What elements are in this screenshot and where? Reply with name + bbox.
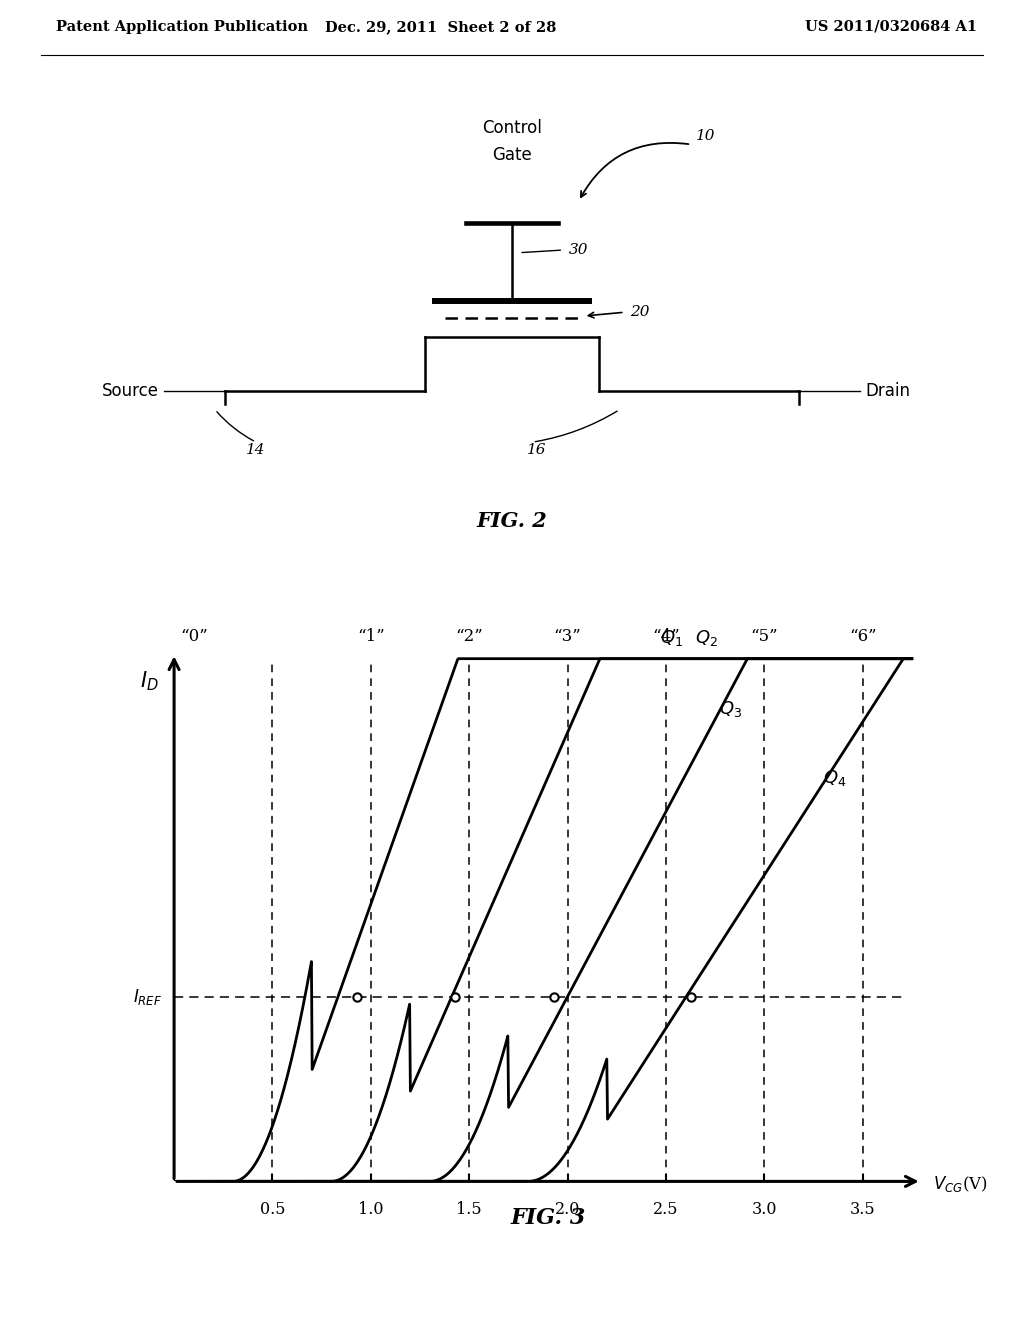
Text: 2.0: 2.0 xyxy=(555,1201,581,1218)
Text: “1”: “1” xyxy=(357,628,385,645)
Text: 20: 20 xyxy=(630,305,649,319)
Text: 1.5: 1.5 xyxy=(457,1201,482,1218)
Text: FIG. 3: FIG. 3 xyxy=(510,1206,586,1229)
Text: $I_{REF}$: $I_{REF}$ xyxy=(133,986,162,1007)
Text: $V_{CG}$(V): $V_{CG}$(V) xyxy=(934,1173,988,1195)
Text: 3.5: 3.5 xyxy=(850,1201,876,1218)
Text: 30: 30 xyxy=(568,243,588,257)
Text: Gate: Gate xyxy=(493,147,531,164)
Text: “4”: “4” xyxy=(652,628,680,645)
Text: $Q_1$: $Q_1$ xyxy=(659,628,683,648)
Text: 2.5: 2.5 xyxy=(653,1201,679,1218)
Text: 1.0: 1.0 xyxy=(358,1201,384,1218)
Text: “5”: “5” xyxy=(751,628,778,645)
Text: $Q_3$: $Q_3$ xyxy=(719,700,742,719)
Text: Control: Control xyxy=(482,119,542,137)
Text: 16: 16 xyxy=(527,444,547,457)
Text: Patent Application Publication: Patent Application Publication xyxy=(56,20,308,34)
Text: $Q_4$: $Q_4$ xyxy=(823,768,847,788)
Text: $I_D$: $I_D$ xyxy=(139,669,159,693)
Text: Dec. 29, 2011  Sheet 2 of 28: Dec. 29, 2011 Sheet 2 of 28 xyxy=(325,20,556,34)
Text: 14: 14 xyxy=(246,444,265,457)
Text: “2”: “2” xyxy=(456,628,483,645)
Text: Drain: Drain xyxy=(865,381,910,400)
Text: 3.0: 3.0 xyxy=(752,1201,777,1218)
Text: Source: Source xyxy=(101,381,159,400)
Text: “3”: “3” xyxy=(554,628,582,645)
Text: FIG. 2: FIG. 2 xyxy=(476,511,548,531)
Text: US 2011/0320684 A1: US 2011/0320684 A1 xyxy=(805,20,977,34)
Text: $Q_2$: $Q_2$ xyxy=(695,628,718,648)
Text: “6”: “6” xyxy=(849,628,877,645)
Text: “0”: “0” xyxy=(180,628,208,645)
Text: 10: 10 xyxy=(696,129,716,144)
Text: 0.5: 0.5 xyxy=(260,1201,286,1218)
